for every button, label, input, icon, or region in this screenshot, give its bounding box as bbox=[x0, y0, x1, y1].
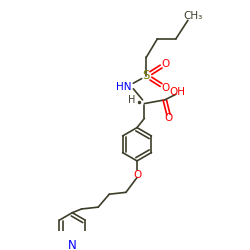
Text: O: O bbox=[162, 83, 170, 93]
Text: HN: HN bbox=[116, 82, 132, 92]
Text: OH: OH bbox=[170, 88, 186, 98]
Text: H: H bbox=[128, 95, 135, 105]
Text: O: O bbox=[133, 170, 141, 180]
Text: S: S bbox=[142, 69, 150, 82]
Text: O: O bbox=[164, 113, 172, 123]
Text: CH₃: CH₃ bbox=[184, 11, 203, 21]
Text: O: O bbox=[162, 59, 170, 69]
Text: N: N bbox=[68, 240, 77, 250]
